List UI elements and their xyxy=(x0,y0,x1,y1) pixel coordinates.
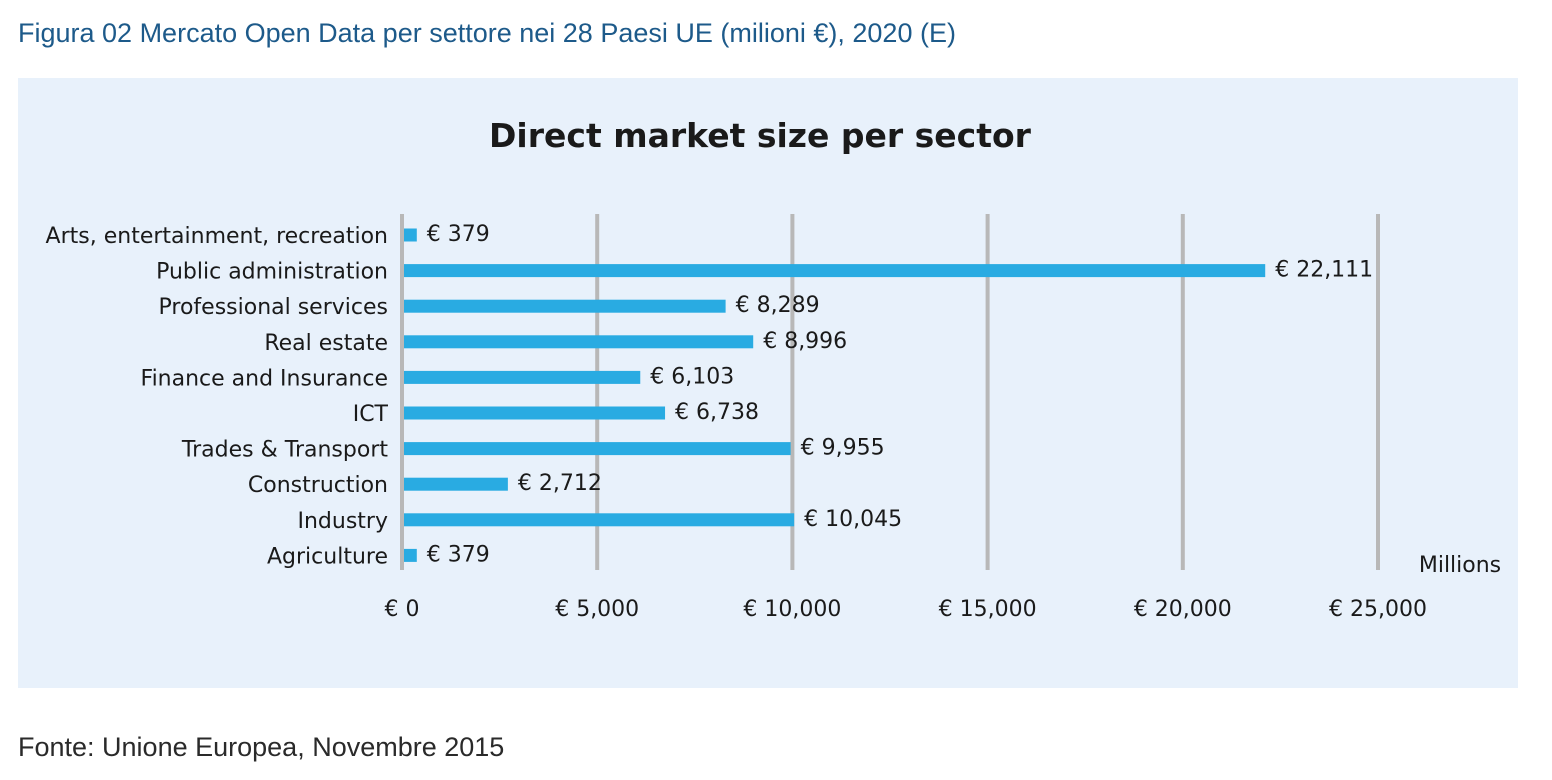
value-label-3: € 8,996 xyxy=(763,329,847,354)
x-tick-label-1: € 5,000 xyxy=(555,597,639,622)
source-note: Fonte: Unione Europea, Novembre 2015 xyxy=(18,732,505,762)
x-axis-unit-label: Millions xyxy=(1419,553,1501,578)
bar-3 xyxy=(404,335,754,349)
bar-7 xyxy=(404,477,508,491)
value-label-7: € 2,712 xyxy=(518,471,602,496)
value-label-0: € 379 xyxy=(427,222,490,247)
value-label-5: € 6,738 xyxy=(675,400,759,425)
category-label-6: Trades & Transport xyxy=(181,438,388,463)
bar-0 xyxy=(404,228,417,242)
category-label-9: Agriculture xyxy=(267,544,388,569)
bar-6 xyxy=(404,442,791,456)
x-tick-label-5: € 25,000 xyxy=(1329,597,1427,622)
category-label-1: Public administration xyxy=(156,260,388,285)
chart-title: Direct market size per sector xyxy=(489,116,1032,155)
bar-8 xyxy=(404,513,795,527)
category-label-5: ICT xyxy=(353,402,389,427)
bar-5 xyxy=(404,406,666,420)
category-label-0: Arts, entertainment, recreation xyxy=(46,224,388,249)
figure-caption: Figura 02 Mercato Open Data per settore … xyxy=(18,18,956,48)
bar-4 xyxy=(404,370,641,384)
category-label-8: Industry xyxy=(298,509,389,534)
bar-9 xyxy=(404,548,417,562)
value-label-8: € 10,045 xyxy=(804,507,902,532)
x-tick-label-0: € 0 xyxy=(385,597,420,622)
chart-panel: Direct market size per sector € 0 € 5,000… xyxy=(18,78,1518,688)
x-tick-label-2: € 10,000 xyxy=(743,597,841,622)
labels: € 0 € 5,000 € 10,000 € 15,000 € 20,000 € 25,0… xyxy=(46,222,1427,622)
value-label-4: € 6,103 xyxy=(650,364,734,389)
x-tick-label-4: € 20,000 xyxy=(1134,597,1232,622)
value-label-6: € 9,955 xyxy=(801,436,885,461)
category-label-3: Real estate xyxy=(264,331,388,356)
bar-chart: Direct market size per sector € 0 € 5,000… xyxy=(46,116,1502,622)
category-label-2: Professional services xyxy=(159,295,388,320)
category-label-4: Finance and Insurance xyxy=(141,366,388,391)
x-tick-label-3: € 15,000 xyxy=(939,597,1037,622)
value-label-9: € 379 xyxy=(427,542,490,567)
bar-2 xyxy=(404,299,726,313)
bars xyxy=(404,228,1266,562)
category-label-7: Construction xyxy=(248,473,388,498)
value-label-2: € 8,289 xyxy=(736,293,820,318)
value-label-1: € 22,111 xyxy=(1275,258,1373,283)
bar-1 xyxy=(404,264,1266,278)
